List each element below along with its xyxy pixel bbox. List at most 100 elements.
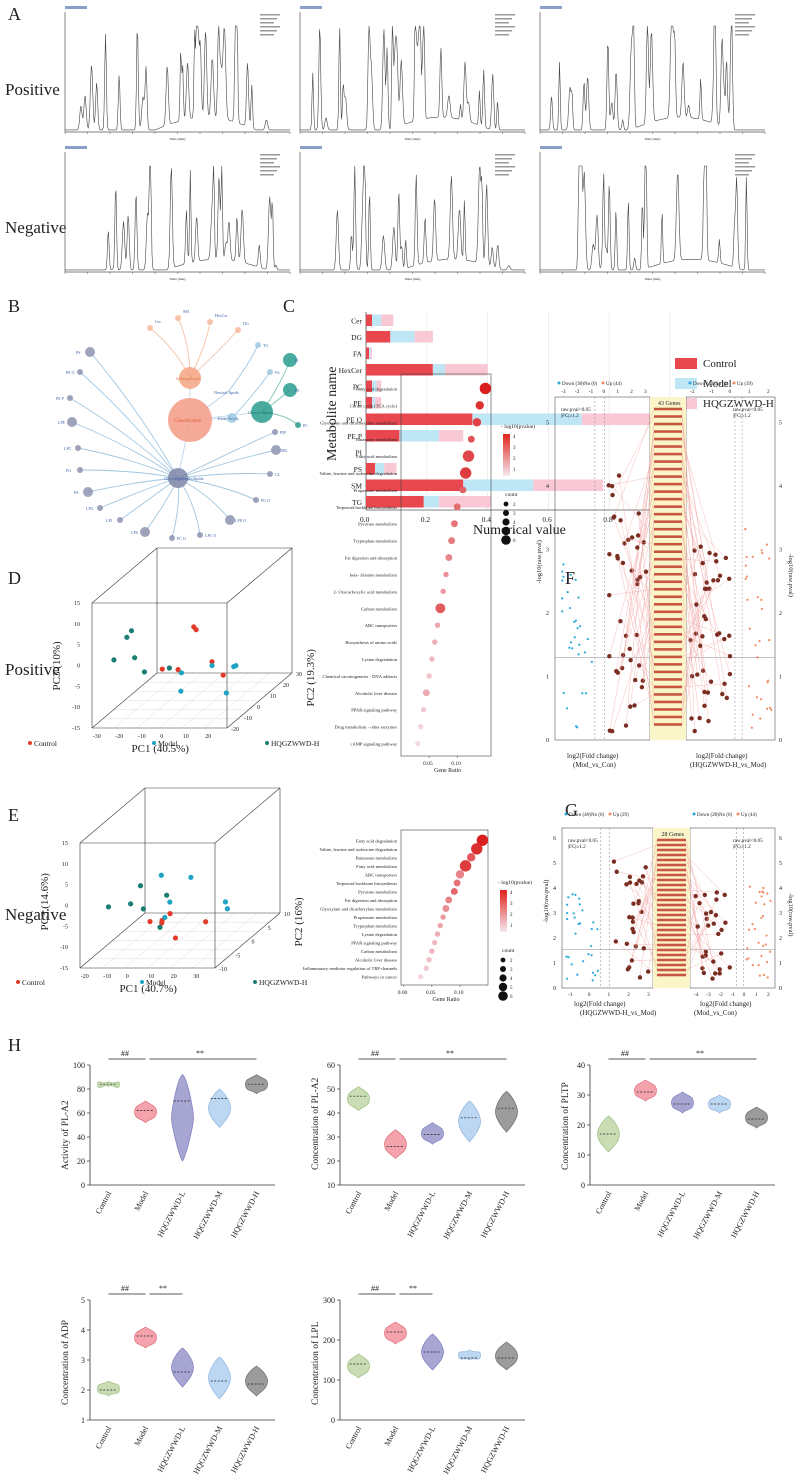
chromatogram-xlabel: Time (min) [405, 137, 422, 141]
violin-x-tick-label: Model [133, 1189, 151, 1212]
chromatogram-xlabel: Time (min) [170, 137, 187, 141]
bar-segment-control [366, 380, 373, 393]
volcano-point-sig [727, 633, 732, 638]
volcano-point-sig [713, 552, 718, 557]
volcano-link-line [681, 446, 695, 732]
bar-category-label: DG [351, 333, 362, 342]
network-leaf-node [75, 445, 81, 451]
volcano-point-sig [627, 914, 632, 920]
volcano-point-sig [640, 874, 646, 879]
volcano-link-line [681, 619, 720, 634]
network-leaf-node [85, 347, 95, 357]
chromatogram-info-line [735, 14, 755, 16]
enrichment-color-tick: 2 [513, 457, 516, 462]
volcano-gene-bar [657, 908, 686, 912]
chromatogram-xlabel: Time (min) [405, 277, 422, 281]
volcano-point-up [756, 596, 759, 599]
volcano-link-line [629, 876, 658, 936]
volcano-gene-bar [657, 923, 686, 927]
chromatogram-info-line [735, 158, 752, 160]
volcano-legend-label: No (0) [584, 382, 598, 387]
violin-shape [171, 1074, 194, 1162]
volcano-x-tick: 2 [767, 389, 770, 395]
volcano-link-line [617, 558, 655, 718]
volcano-point-down [587, 953, 590, 956]
volcano-point-sig [611, 515, 616, 520]
volcano-point-sig [697, 715, 702, 721]
pca-point [128, 901, 134, 907]
volcano-point-sig [616, 473, 622, 478]
volcano-legend-label: Down (44) [569, 813, 591, 818]
volcano-link-line [638, 903, 658, 921]
volcano-point-up [769, 899, 772, 902]
volcano-link-line [685, 944, 714, 962]
volcano-point-up [757, 941, 760, 944]
volcano-point-down [577, 653, 580, 656]
bar-category-label: FA [353, 350, 363, 359]
volcano-point-sig [708, 909, 714, 915]
enrichment-pathway-label: Carbon metabolism [361, 606, 398, 611]
legend-swatch [675, 358, 697, 369]
chromatogram-header-mark [540, 146, 562, 149]
chromatogram-info-line [735, 166, 755, 168]
volcano-legend-dot [579, 381, 583, 385]
volcano-point-up [745, 958, 748, 961]
volcano-point-up [760, 916, 763, 920]
volcano-point-down [573, 620, 576, 623]
volcano-point-sig [702, 689, 707, 695]
volcano-point-sig [636, 511, 641, 516]
volcano-point-up [758, 639, 761, 643]
volcano-point-down [561, 597, 564, 600]
network-leaf-node [283, 383, 297, 397]
legend-swatch [675, 378, 697, 389]
volcano-gene-bar [654, 640, 682, 644]
volcano-legend-dot [601, 381, 605, 385]
pca-x-axis-title: PC1 (40.5%) [132, 743, 190, 755]
bar-category-label: PE P [347, 432, 362, 441]
volcano-x-axis-sub-left: (Mod_vs_Con) [573, 761, 616, 769]
volcano-point-up [745, 555, 748, 559]
volcano-point-up [762, 891, 765, 894]
volcano-link-line [642, 876, 658, 956]
volcano-gene-bar [654, 452, 682, 456]
chromatogram-info-line [260, 154, 280, 156]
network-leaf-node [83, 487, 93, 497]
pca-point [178, 688, 184, 694]
volcano-link-line [685, 896, 696, 961]
pca-point [159, 920, 165, 926]
volcano-point-down [592, 921, 595, 924]
bar-segment-control [366, 479, 464, 492]
enrichment-x-tick-label: 0.05 [423, 761, 433, 767]
volcano-point-sig [634, 881, 639, 887]
network-leaf-label: PC O [177, 536, 186, 541]
pca-z-tick: -10 [60, 945, 68, 951]
volcano-point-sig [694, 602, 699, 607]
volcano-gene-bar [654, 572, 682, 576]
volcano-point-up [768, 638, 771, 642]
volcano-fc-label: |FC|≥1.2 [733, 413, 751, 419]
volcano-point-sig [727, 965, 732, 970]
chromatogram-info-line [260, 26, 280, 28]
bar-segment-model [375, 462, 385, 475]
pca-point [167, 899, 173, 905]
volcano-gene-bar [654, 422, 682, 426]
bar-segment-hqgzwwd-h [445, 363, 488, 376]
enrichment-bubble [417, 723, 424, 730]
violin-x-tick-label: Model [383, 1189, 401, 1212]
enrichment-bubble [420, 707, 427, 713]
volcano-point-sig [636, 899, 641, 904]
volcano-point-sig [698, 544, 703, 549]
volcano-point-up [747, 957, 750, 960]
enrichment-pathway-label: Tryptophan metabolism [353, 924, 397, 929]
volcano-link-line [681, 580, 714, 680]
bar-segment-model [372, 314, 382, 327]
pca-z-tick: 5 [77, 643, 80, 649]
volcano-link-line [681, 438, 716, 555]
volcano-point-down [567, 956, 570, 959]
volcano-y-tick: 2 [553, 936, 556, 942]
volcano-point-up [766, 961, 769, 964]
pca-y-tick: 10 [284, 912, 290, 918]
volcano-gene-bar [657, 968, 686, 972]
volcano-point-sig [723, 920, 728, 925]
